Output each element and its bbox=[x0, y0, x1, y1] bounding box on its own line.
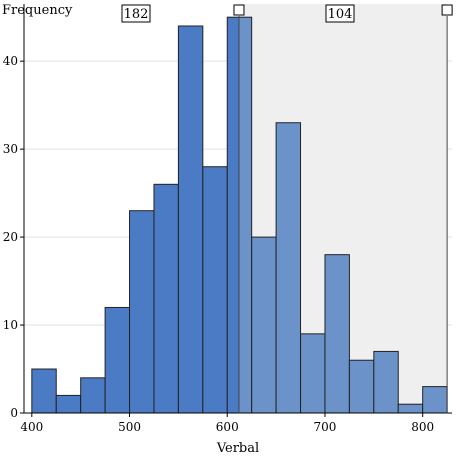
histogram-bar[interactable] bbox=[129, 210, 155, 414]
y-tick-label: 10 bbox=[3, 318, 18, 332]
x-axis-title: Verbal bbox=[216, 441, 259, 456]
x-tick-label: 800 bbox=[411, 420, 434, 434]
count-left-box: 182 bbox=[121, 4, 151, 23]
x-tick-label: 500 bbox=[118, 420, 141, 434]
y-tick-label: 30 bbox=[3, 142, 18, 156]
y-tick-label: 0 bbox=[10, 406, 18, 420]
histogram-bar[interactable] bbox=[104, 306, 131, 414]
histogram-bar[interactable] bbox=[397, 403, 424, 414]
histogram-bar-selected-part[interactable] bbox=[238, 17, 252, 414]
axes-layer: 0 10 20 30 40 400 500 600 700 800 bbox=[3, 4, 452, 434]
count-left-label: 182 bbox=[124, 7, 149, 22]
histogram-bar[interactable] bbox=[80, 377, 106, 414]
x-tick-label: 700 bbox=[314, 420, 337, 434]
count-right-label: 104 bbox=[328, 7, 353, 22]
histogram-bar[interactable] bbox=[348, 359, 375, 414]
histogram-bar[interactable] bbox=[300, 333, 326, 414]
y-tick-label: 20 bbox=[3, 230, 18, 244]
histogram-bar[interactable] bbox=[422, 386, 448, 414]
x-tick-label: 400 bbox=[20, 420, 43, 434]
x-tick-label: 600 bbox=[216, 420, 239, 434]
histogram-bar[interactable] bbox=[202, 166, 228, 414]
histogram-bar[interactable] bbox=[31, 368, 57, 414]
selection-right-handle[interactable] bbox=[441, 4, 453, 16]
y-axis-title: Frequency bbox=[2, 3, 73, 18]
histogram-bar[interactable] bbox=[153, 183, 179, 414]
histogram-bar[interactable] bbox=[251, 236, 277, 414]
histogram-bar[interactable] bbox=[275, 122, 302, 414]
selection-handles bbox=[233, 4, 453, 413]
histogram-bar[interactable] bbox=[373, 350, 399, 414]
y-tick-label: 40 bbox=[3, 54, 18, 68]
histogram-bar[interactable] bbox=[324, 254, 350, 414]
histogram-bar[interactable] bbox=[227, 17, 239, 414]
histogram-bar[interactable] bbox=[55, 394, 82, 414]
count-right-box: 104 bbox=[325, 4, 355, 23]
histogram-bar[interactable] bbox=[177, 25, 204, 414]
selection-left-handle[interactable] bbox=[233, 4, 245, 16]
